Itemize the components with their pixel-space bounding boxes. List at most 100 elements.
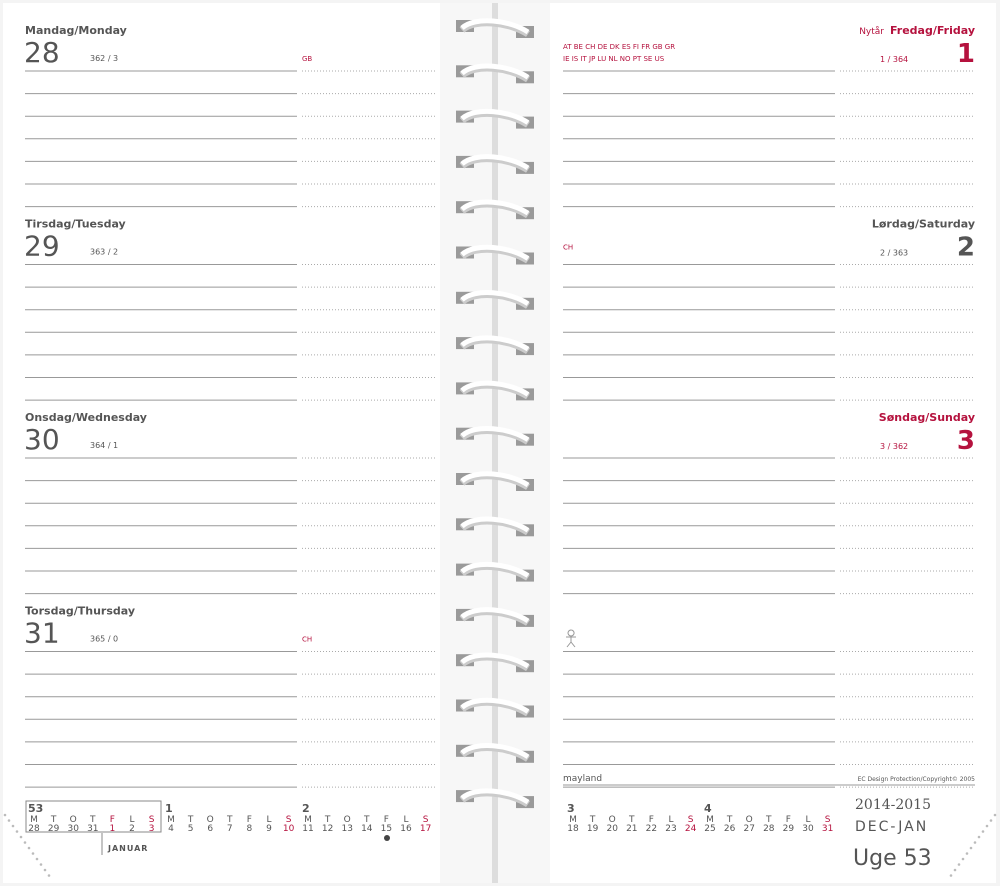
weekday: S	[286, 815, 292, 825]
weekday: T	[50, 815, 57, 825]
weekday: S	[423, 815, 429, 825]
perforation	[993, 813, 997, 817]
weekday: T	[226, 815, 233, 825]
cal-date: 26	[724, 824, 736, 834]
coil	[460, 18, 530, 35]
coil	[460, 108, 530, 125]
weekday: L	[403, 815, 408, 825]
cal-date: 16	[400, 824, 412, 834]
perforation	[969, 846, 973, 850]
perforation	[957, 863, 961, 866]
cal-date: 27	[743, 824, 754, 834]
day-date: 29	[24, 230, 60, 263]
perforation	[965, 852, 969, 855]
day-name: Fredag/Friday	[890, 24, 975, 37]
cal-date: 13	[341, 824, 352, 834]
weekday: T	[628, 815, 635, 825]
perforation	[47, 874, 51, 877]
weekday: L	[805, 815, 810, 825]
day-date: 28	[24, 36, 60, 69]
holiday-country: CH	[563, 244, 573, 252]
holiday-countries: IE IS IT JP LU NL NO PT SE US	[563, 55, 665, 63]
weekday: T	[765, 815, 772, 825]
perforation	[11, 824, 15, 828]
day-name: Lørdag/Saturday	[872, 218, 975, 231]
cal-date: 2	[129, 824, 135, 834]
cal-date: 14	[361, 824, 373, 834]
day-count: 363 / 2	[90, 248, 118, 257]
day-count: 365 / 0	[90, 635, 118, 644]
cal-date: 30	[67, 824, 79, 834]
moon	[384, 835, 390, 841]
perforation	[985, 824, 989, 828]
cal-date: 11	[302, 824, 313, 834]
holiday-name: Nytår	[859, 26, 884, 37]
coil	[460, 607, 530, 624]
weekday: M	[304, 815, 312, 825]
copyright: EC Design Protection/Copyright© 2005	[858, 776, 976, 783]
day-count: 362 / 3	[90, 54, 118, 63]
cal-date: 5	[188, 824, 194, 834]
coil	[460, 199, 530, 216]
weekday: T	[324, 815, 331, 825]
coil	[460, 516, 530, 533]
weekday: M	[569, 815, 577, 825]
perforation	[39, 863, 43, 866]
week-number: 1	[165, 802, 173, 815]
cal-date: 15	[381, 824, 392, 834]
coil	[460, 561, 530, 578]
week-label: Uge 53	[853, 846, 932, 871]
day-count: 1 / 364	[880, 55, 908, 64]
cal-date: 25	[704, 824, 715, 834]
weekday: S	[825, 815, 831, 825]
perforation	[977, 835, 981, 839]
weekday: O	[609, 815, 616, 825]
day-name: Onsdag/Wednesday	[25, 411, 147, 424]
weekday: F	[110, 815, 115, 825]
cal-date: 29	[783, 824, 795, 834]
coil	[460, 743, 530, 759]
months: DEC-JAN	[855, 819, 928, 835]
cal-date: 17	[420, 824, 431, 834]
day-date: 2	[957, 233, 975, 263]
weekday: T	[726, 815, 733, 825]
day-date: 31	[24, 617, 60, 650]
cal-date: 30	[802, 824, 814, 834]
weekday: L	[668, 815, 673, 825]
spiral	[456, 18, 534, 809]
perforation	[953, 868, 957, 872]
cal-date: 28	[763, 824, 775, 834]
cal-date: 24	[685, 824, 697, 834]
holiday-countries: AT BE CH DE DK ES FI FR GB GR	[563, 43, 675, 51]
cal-date: 31	[87, 824, 98, 834]
cal-date: 28	[28, 824, 40, 834]
cal-date: 6	[207, 824, 213, 834]
perforation	[23, 841, 27, 844]
week-number: 53	[28, 802, 43, 815]
holiday-country: GB	[302, 55, 312, 63]
weekday: T	[363, 815, 370, 825]
weekday: M	[30, 815, 38, 825]
coil	[460, 154, 530, 171]
coil	[460, 425, 530, 442]
cal-date: 20	[606, 824, 618, 834]
perforation	[3, 813, 7, 817]
coil	[460, 697, 530, 714]
weekday: T	[89, 815, 96, 825]
weekday: L	[129, 815, 134, 825]
cal-date: 23	[665, 824, 676, 834]
coil	[460, 788, 530, 805]
day-count: 364 / 1	[90, 441, 118, 450]
perforation	[15, 830, 19, 833]
weekday: F	[384, 815, 389, 825]
weekday: O	[207, 815, 214, 825]
cal-date: 31	[822, 824, 833, 834]
perforation	[949, 874, 953, 877]
right-page	[550, 3, 996, 883]
perforation	[27, 846, 31, 850]
day-name: Mandag/Monday	[25, 24, 127, 37]
cal-date: 4	[168, 824, 174, 834]
coil	[460, 471, 530, 488]
cal-date: 3	[149, 824, 155, 834]
